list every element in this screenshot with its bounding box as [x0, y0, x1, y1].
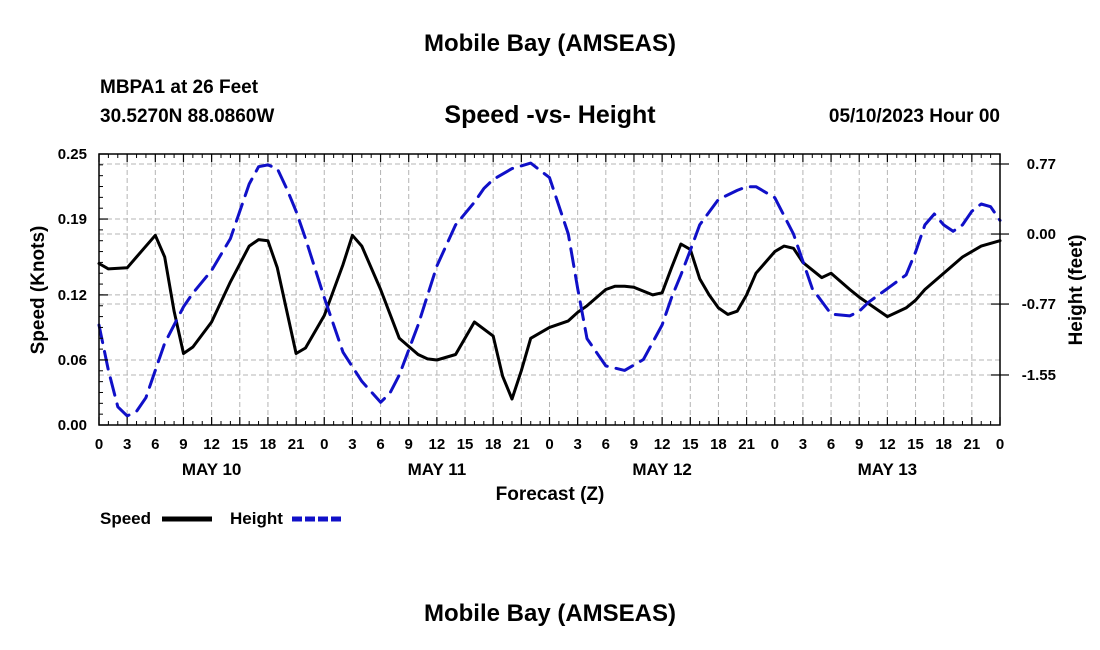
x-tick-label: 12	[654, 436, 671, 453]
x-tick-label: 3	[799, 436, 807, 453]
y2-axis-title: Height (feet)	[1066, 235, 1087, 346]
x-tick-label: 3	[573, 436, 581, 453]
x-axis-title: Forecast (Z)	[496, 484, 605, 505]
x-tick-label: 15	[682, 436, 699, 453]
x-tick-label: 6	[151, 436, 159, 453]
x-tick-label: 0	[95, 436, 103, 453]
series-line-speed	[97, 233, 1002, 401]
chart-subtitle: Speed -vs- Height	[444, 101, 656, 129]
x-tick-label: 15	[907, 436, 924, 453]
day-label: MAY 11	[408, 460, 467, 479]
grid-layer	[98, 153, 1001, 426]
y-tick-label: 0.06	[58, 352, 87, 369]
y-tick-label: 0.19	[58, 211, 87, 228]
x-tick-label: 12	[879, 436, 896, 453]
day-label: MAY 10	[182, 460, 242, 479]
x-tick-label: 0	[320, 436, 328, 453]
y2-tick-label: -0.77	[1022, 296, 1056, 313]
x-tick-label: 0	[771, 436, 779, 453]
x-tick-label: 9	[855, 436, 863, 453]
x-tick-label: 21	[513, 436, 530, 453]
x-tick-label: 18	[260, 436, 277, 453]
y2-tick-label: 0.00	[1027, 226, 1056, 243]
x-tick-label: 15	[231, 436, 248, 453]
y2-tick-label: -1.55	[1022, 367, 1056, 384]
x-tick-label: 9	[405, 436, 413, 453]
chart-main-title: Mobile Bay (AMSEAS)	[423, 30, 677, 57]
y-tick-label: 0.12	[58, 287, 87, 304]
y-axis-title: Speed (Knots)	[28, 226, 49, 355]
x-tick-label: 0	[545, 436, 553, 453]
x-tick-label: 15	[457, 436, 474, 453]
x-tick-label: 18	[710, 436, 727, 453]
legend-height-label: Height	[230, 509, 283, 528]
x-tick-label: 12	[429, 436, 446, 453]
day-label: MAY 13	[858, 460, 918, 479]
next-chart-title: Mobile Bay (AMSEAS)	[423, 600, 677, 627]
x-tick-label: 9	[179, 436, 187, 453]
x-tick-label: 3	[348, 436, 356, 453]
series-layer	[97, 161, 1002, 418]
x-tick-label: 0	[996, 436, 1004, 453]
x-tick-label: 6	[602, 436, 610, 453]
x-tick-label: 21	[964, 436, 981, 453]
series-line-height	[97, 161, 1002, 418]
axes-layer	[98, 153, 1009, 426]
y2-tick-label: 0.77	[1027, 156, 1056, 173]
x-tick-label: 18	[935, 436, 952, 453]
station-coordinates: 30.5270N 88.0860W	[100, 106, 275, 127]
legend-speed-label: Speed	[100, 509, 152, 528]
x-tick-label: 3	[123, 436, 131, 453]
station-label: MBPA1 at 26 Feet	[100, 77, 259, 98]
day-label: MAY 12	[632, 460, 692, 479]
forecast-date: 05/10/2023 Hour 00	[828, 106, 1000, 127]
labels-layer: 0 3 6 9 12 15 18 21 0 3 6 9 12 15 18 21 0 3 6 9 12 15 18 21 0 3 6 9…	[28, 146, 1087, 505]
x-tick-label: 12	[203, 436, 220, 453]
y-tick-label: 0.25	[58, 146, 87, 163]
y-tick-label: 0.00	[58, 417, 87, 434]
x-tick-label: 18	[485, 436, 502, 453]
x-tick-label: 6	[376, 436, 384, 453]
x-tick-label: 9	[630, 436, 638, 453]
x-tick-label: 21	[738, 436, 755, 453]
x-tick-label: 21	[288, 436, 305, 453]
x-tick-label: 6	[827, 436, 835, 453]
